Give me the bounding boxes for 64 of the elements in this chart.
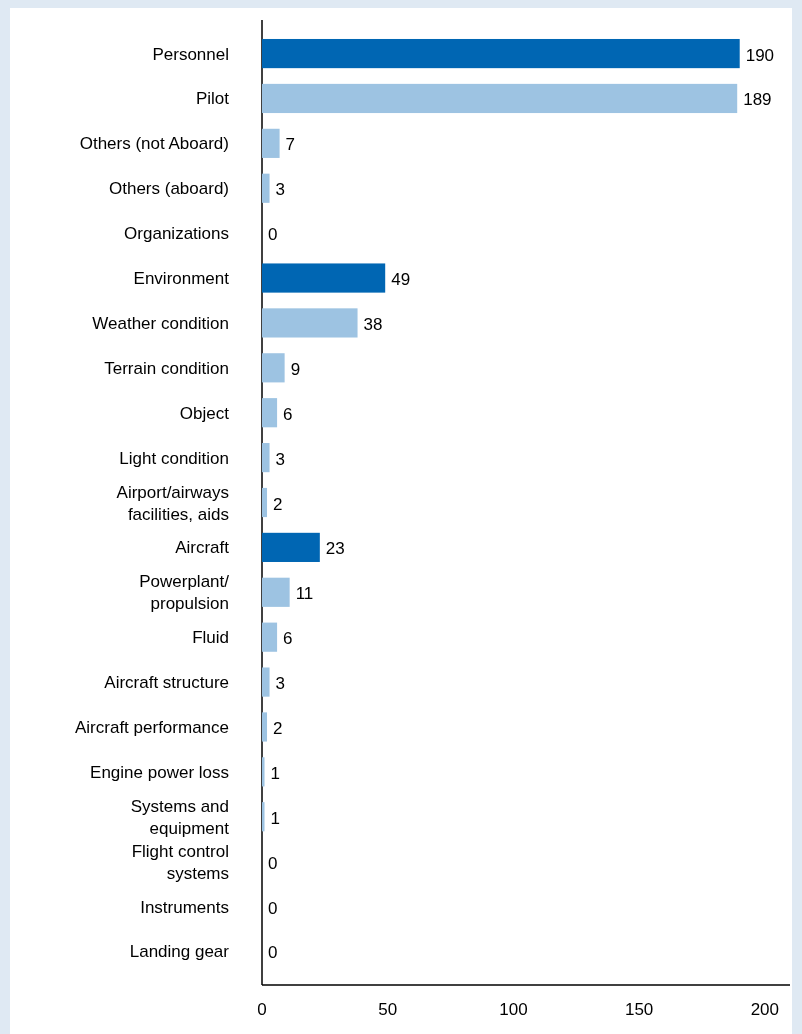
data-label: 190 [745, 45, 775, 65]
y-tick-label: Flight control systems [131, 841, 229, 883]
data-label: 189 [743, 90, 772, 110]
y-tick-label: Personnel [152, 44, 229, 64]
data-label: 2 [273, 494, 283, 514]
data-label: 0 [268, 853, 278, 873]
data-label: 0 [268, 225, 278, 245]
y-tick-label: Others (not Aboard) [79, 134, 229, 154]
data-label: 1 [270, 763, 280, 783]
x-tick-label: 100 [499, 1000, 528, 1019]
bar [262, 308, 358, 338]
y-tick-label: Aircraft performance [75, 717, 229, 737]
bar [262, 398, 278, 428]
bar [262, 712, 268, 742]
x-tick-label: 50 [378, 1000, 398, 1019]
bar [262, 128, 280, 158]
bar [262, 802, 265, 832]
y-tick-label: Aircraft [175, 538, 230, 558]
y-tick-label: Systems and equipment [130, 796, 230, 838]
y-tick-label: Pilot [195, 89, 230, 109]
bar [262, 443, 270, 473]
bar [262, 667, 270, 697]
y-tick-label: Powerplant/ propulsion [139, 572, 230, 614]
x-tick-label: 150 [624, 1000, 654, 1019]
y-tick-label: Fluid [192, 628, 229, 648]
data-label: 3 [275, 674, 286, 694]
data-label: 38 [363, 314, 383, 334]
y-tick-label: Weather condition [92, 313, 229, 333]
y-tick-label: Light condition [119, 448, 229, 468]
data-label: 0 [268, 898, 278, 918]
bar [262, 532, 320, 562]
data-label: 0 [268, 943, 278, 963]
y-tick-label: Others (aboard) [109, 179, 229, 199]
bar [262, 353, 285, 383]
data-label: 7 [285, 135, 296, 155]
data-label: 2 [273, 718, 283, 738]
bar [262, 577, 290, 607]
data-label: 3 [275, 180, 286, 200]
data-label: 6 [283, 629, 293, 649]
data-label: 1 [270, 808, 280, 828]
bar [262, 263, 386, 293]
y-tick-label: Landing gear [129, 942, 230, 962]
bar [262, 622, 278, 652]
y-tick-label: Instruments [140, 897, 229, 917]
data-label: 23 [325, 539, 345, 559]
y-tick-label: Terrain condition [104, 358, 229, 378]
data-label: 9 [290, 359, 301, 379]
x-tick-label: 0 [257, 1000, 267, 1019]
bar [262, 83, 738, 114]
bar [262, 757, 265, 787]
y-tick-label: Engine power loss [90, 762, 229, 782]
data-label: 6 [283, 404, 293, 424]
bar [262, 38, 740, 69]
data-label: 11 [295, 584, 314, 604]
y-tick-label: Environment [133, 269, 230, 289]
data-label: 3 [275, 449, 286, 469]
x-tick-label: 200 [750, 1000, 780, 1019]
bar [262, 173, 270, 203]
data-label: 49 [391, 270, 411, 290]
y-tick-label: Airport/airways facilities, aids [116, 482, 229, 524]
y-tick-label: Object [179, 403, 230, 423]
bar [262, 487, 268, 518]
y-tick-label: Aircraft structure [104, 673, 229, 693]
y-tick-label: Organizations [124, 224, 229, 244]
